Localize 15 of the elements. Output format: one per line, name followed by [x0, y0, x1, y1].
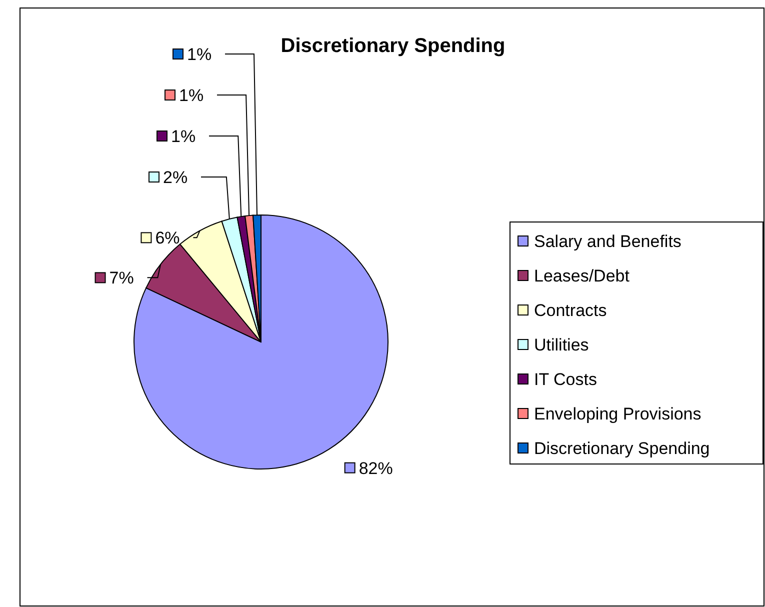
data-label: 6%: [155, 228, 180, 248]
legend-label: Salary and Benefits: [534, 232, 682, 251]
legend-label: Enveloping Provisions: [534, 404, 702, 424]
legend-label: Utilities: [534, 336, 589, 354]
data-label: 1%: [187, 45, 212, 64]
data-label: 7%: [109, 268, 134, 288]
data-label: 1%: [171, 127, 196, 146]
legend-label: Contracts: [534, 301, 607, 320]
data-label: 2%: [163, 168, 188, 187]
data-label: 1%: [179, 86, 204, 105]
data-label: 82%: [358, 458, 393, 478]
chart-title: Discretionary Spending: [280, 35, 506, 57]
legend-label: Discretionary Spending: [534, 439, 710, 458]
legend-label: Leases/Debt: [534, 266, 630, 286]
legend-label: IT Costs: [534, 370, 597, 389]
